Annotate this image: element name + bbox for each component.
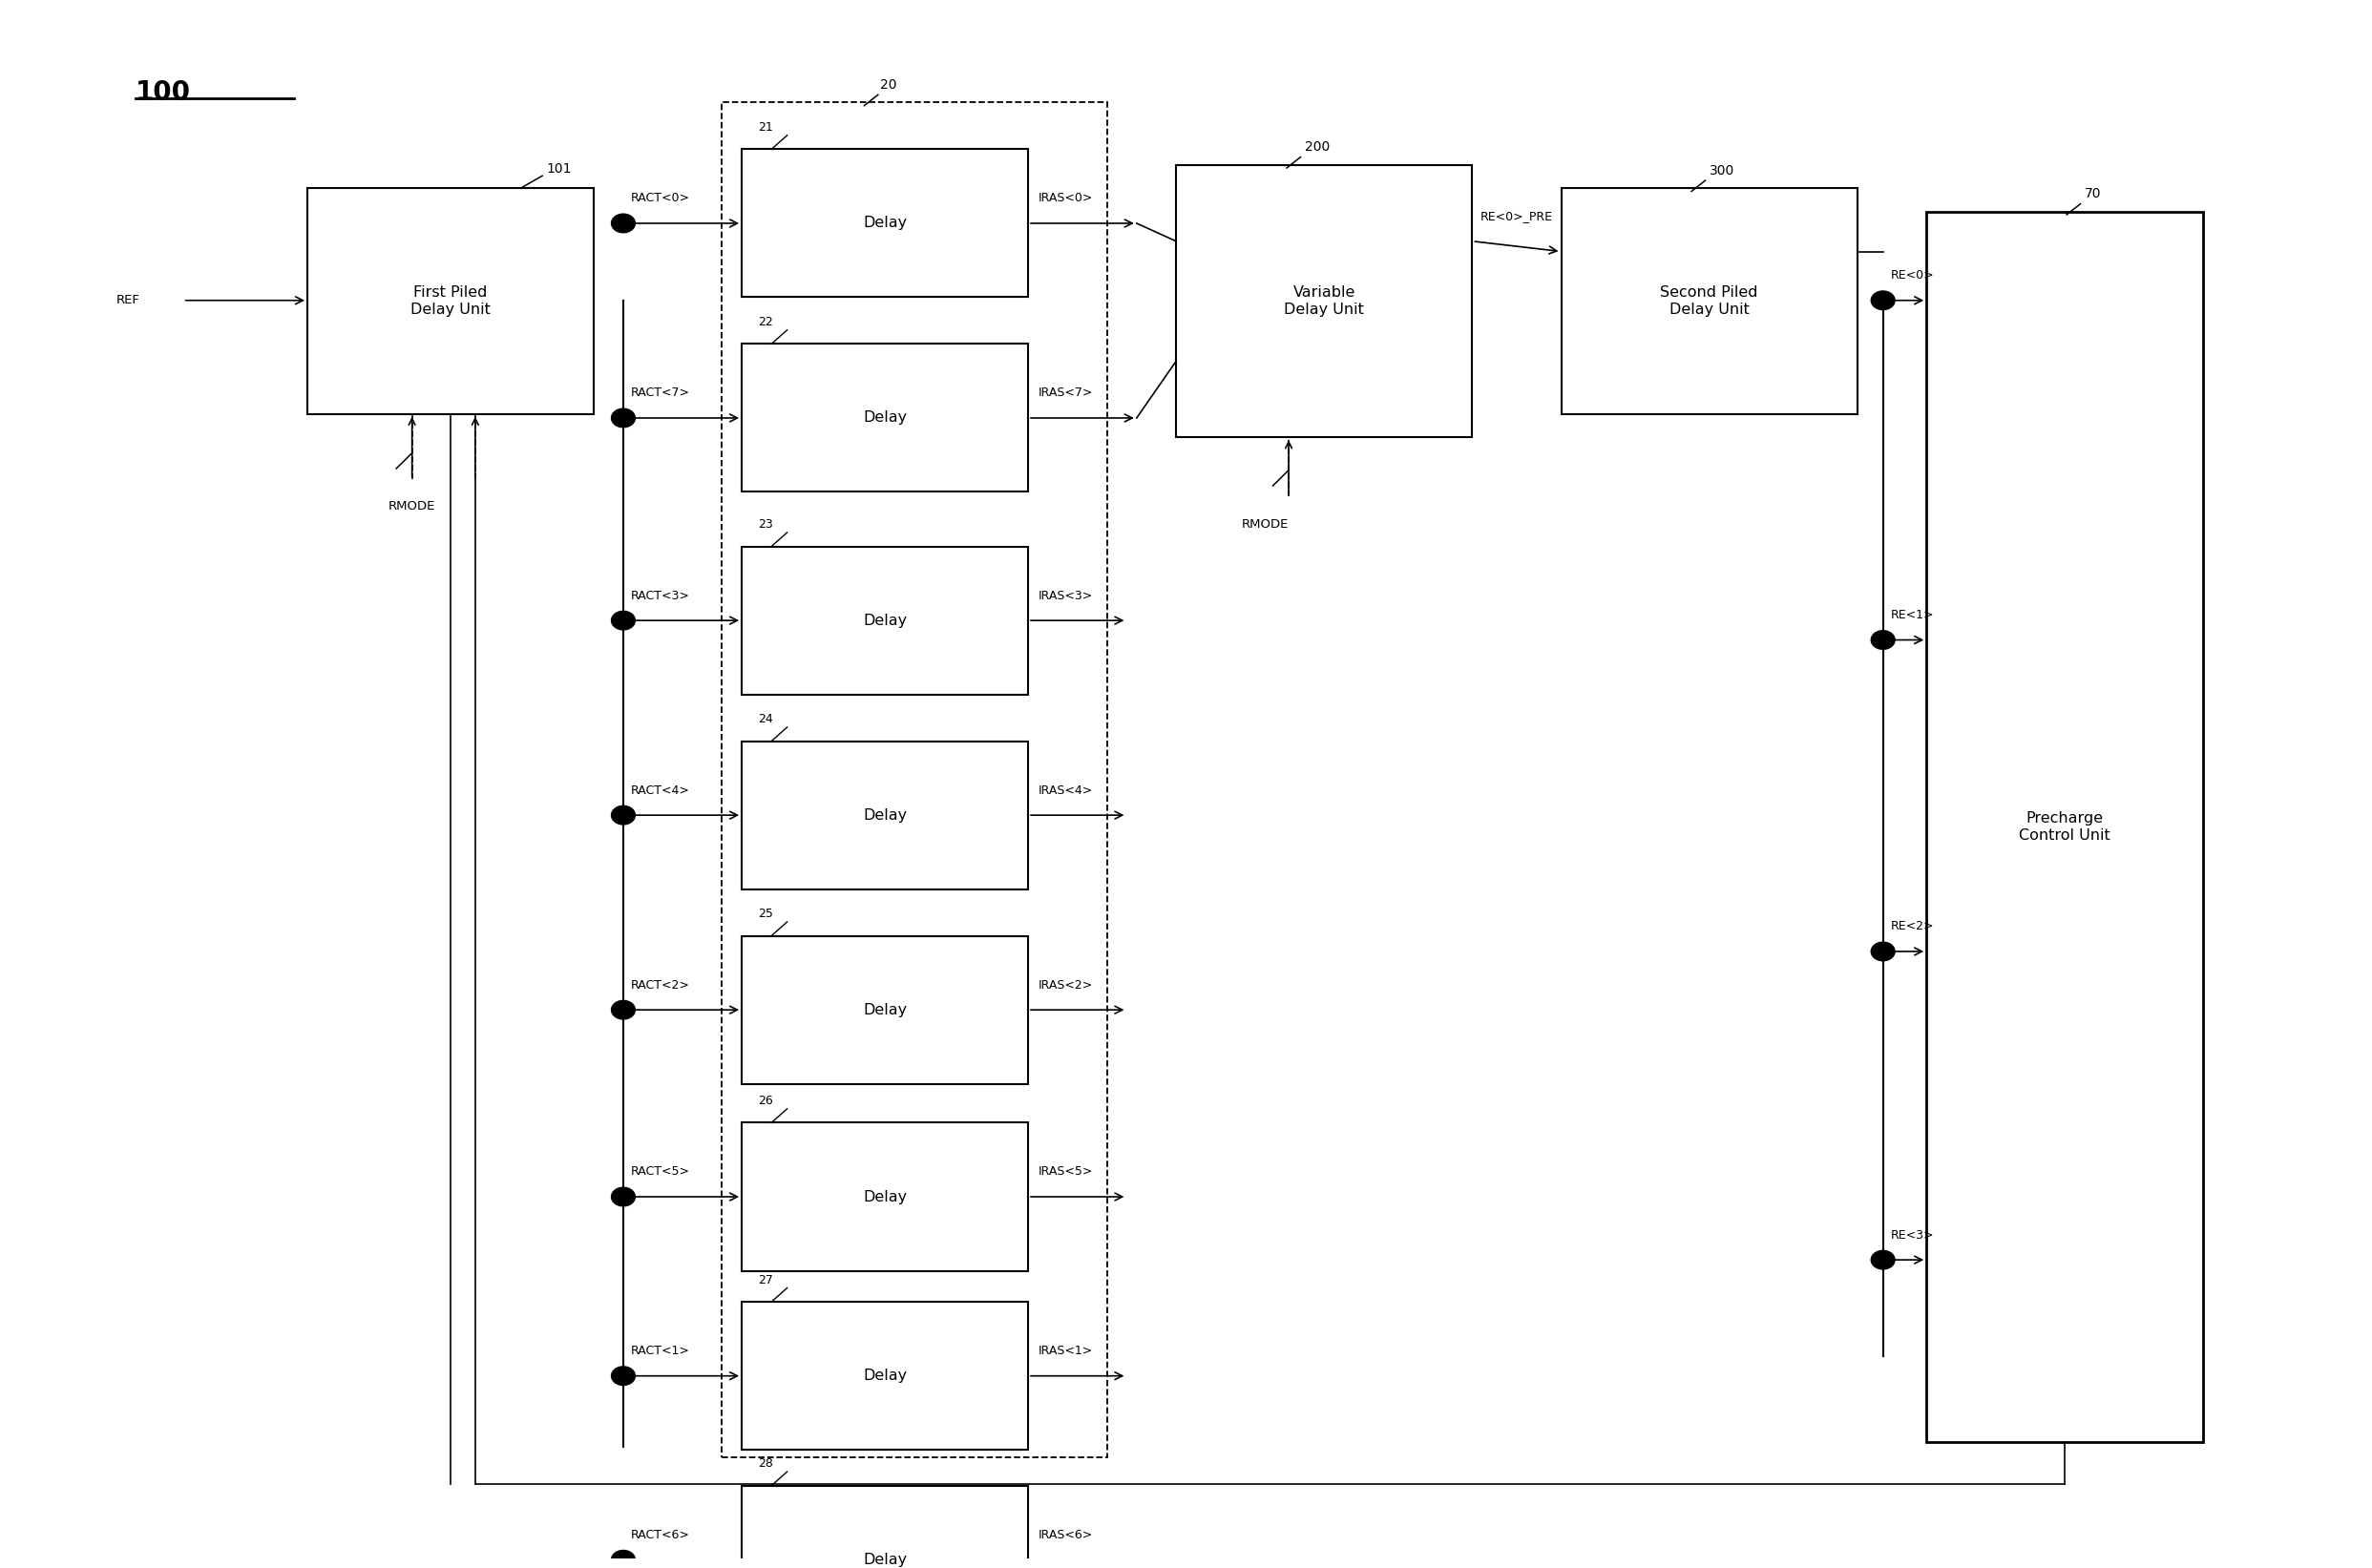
Bar (742, 1301, 1027, 1450)
Text: 200: 200 (1305, 141, 1331, 154)
Text: IRAS<7>: IRAS<7> (1039, 387, 1093, 400)
Bar (742, 936, 1027, 1083)
Text: RACT<7>: RACT<7> (631, 387, 690, 400)
Text: IRAS<3>: IRAS<3> (1039, 590, 1093, 602)
Bar (742, 1486, 1027, 1568)
Circle shape (612, 1551, 636, 1568)
Text: Delay: Delay (863, 1369, 906, 1383)
Text: IRAS<6>: IRAS<6> (1039, 1529, 1093, 1541)
Text: 70: 70 (2085, 187, 2102, 201)
Text: 24: 24 (757, 713, 773, 726)
Text: 25: 25 (757, 908, 773, 920)
Bar (742, 343, 1027, 492)
Text: Delay: Delay (863, 1002, 906, 1018)
Circle shape (1872, 630, 1895, 649)
Text: 100: 100 (135, 80, 192, 107)
Text: RE<0>: RE<0> (1890, 270, 1936, 282)
Bar (742, 1123, 1027, 1270)
Circle shape (1872, 292, 1895, 310)
Text: Delay: Delay (863, 411, 906, 425)
Text: Second Piled
Delay Unit: Second Piled Delay Unit (1660, 285, 1758, 317)
Text: IRAS<5>: IRAS<5> (1039, 1165, 1093, 1178)
Text: 20: 20 (880, 78, 897, 91)
Circle shape (612, 1000, 636, 1019)
Bar (308, 188, 593, 414)
Circle shape (612, 1187, 636, 1206)
Text: 26: 26 (757, 1094, 773, 1107)
Bar (1926, 212, 2204, 1443)
Bar (1177, 165, 1473, 437)
Text: RACT<0>: RACT<0> (631, 193, 690, 204)
Text: RACT<1>: RACT<1> (631, 1345, 690, 1358)
Text: 21: 21 (757, 121, 773, 133)
Text: 300: 300 (1710, 165, 1734, 177)
Bar (742, 547, 1027, 695)
Bar (1561, 188, 1857, 414)
Text: IRAS<1>: IRAS<1> (1039, 1345, 1093, 1358)
Text: Delay: Delay (863, 1190, 906, 1204)
Text: 101: 101 (546, 163, 572, 176)
Bar (742, 149, 1027, 298)
Text: RACT<5>: RACT<5> (631, 1165, 690, 1178)
Text: RACT<4>: RACT<4> (631, 784, 690, 797)
Circle shape (612, 806, 636, 825)
Text: Delay: Delay (863, 1552, 906, 1566)
Text: 23: 23 (757, 519, 773, 532)
Text: 28: 28 (757, 1458, 773, 1471)
Text: RACT<2>: RACT<2> (631, 978, 690, 991)
Circle shape (1872, 1251, 1895, 1269)
Text: RMODE: RMODE (1241, 519, 1288, 532)
Text: IRAS<2>: IRAS<2> (1039, 978, 1093, 991)
Text: 27: 27 (757, 1273, 773, 1286)
Text: RMODE: RMODE (389, 500, 436, 513)
Text: RACT<6>: RACT<6> (631, 1529, 690, 1541)
Text: Delay: Delay (863, 808, 906, 822)
Text: IRAS<4>: IRAS<4> (1039, 784, 1093, 797)
Circle shape (612, 612, 636, 630)
Text: REF: REF (116, 295, 140, 307)
Text: Variable
Delay Unit: Variable Delay Unit (1283, 285, 1364, 317)
Circle shape (1872, 942, 1895, 961)
Text: RE<2>: RE<2> (1890, 920, 1933, 933)
Circle shape (612, 213, 636, 232)
Circle shape (612, 409, 636, 428)
Text: IRAS<0>: IRAS<0> (1039, 193, 1093, 204)
Bar (721, 102, 1108, 1458)
Text: RACT<3>: RACT<3> (631, 590, 690, 602)
Text: RE<1>: RE<1> (1890, 608, 1933, 621)
Text: RE<0>_PRE: RE<0>_PRE (1480, 210, 1554, 223)
Text: Delay: Delay (863, 613, 906, 627)
Text: First Piled
Delay Unit: First Piled Delay Unit (410, 285, 491, 317)
Text: Delay: Delay (863, 216, 906, 230)
Text: RE<3>: RE<3> (1890, 1229, 1933, 1242)
Bar (742, 742, 1027, 889)
Circle shape (612, 1367, 636, 1385)
Text: Precharge
Control Unit: Precharge Control Unit (2019, 811, 2111, 842)
Text: 22: 22 (757, 317, 773, 328)
